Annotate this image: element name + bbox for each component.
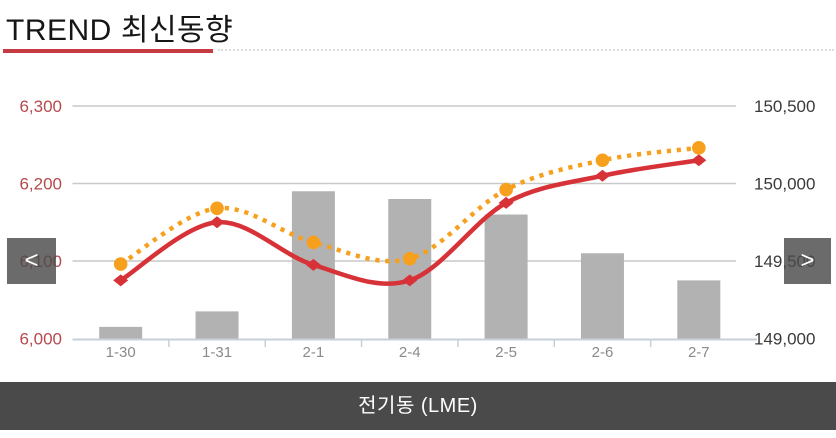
left-axis-label: 6,200 <box>19 175 62 194</box>
x-axis-label: 2-4 <box>399 344 421 361</box>
left-axis-label: 6,000 <box>19 330 62 349</box>
circle-marker <box>306 235 321 250</box>
prev-button[interactable]: < <box>7 238 56 284</box>
bar <box>580 253 624 339</box>
left-axis-label: 6,300 <box>19 97 62 116</box>
diamond-marker <box>594 169 610 182</box>
circle-marker <box>499 182 513 197</box>
circle-marker <box>113 257 128 271</box>
title-dotted-divider <box>218 49 834 51</box>
right-axis-label: 149,000 <box>754 330 815 349</box>
next-button[interactable]: > <box>784 238 831 284</box>
instrument-tab-label: 전기동 (LME) <box>358 395 478 417</box>
diamond-marker <box>305 258 321 271</box>
circle-marker <box>692 141 706 155</box>
bar <box>484 214 528 339</box>
page-title-sub: 최신동향 <box>120 14 234 47</box>
right-axis-label: 150,000 <box>754 175 815 194</box>
diamond-marker <box>402 274 418 287</box>
page-title: TREND 최신동향 <box>6 5 233 49</box>
chevron-left-icon: < <box>24 247 39 274</box>
bar <box>99 326 143 339</box>
circle-marker <box>210 201 224 216</box>
diamond-marker <box>498 196 514 209</box>
chevron-right-icon: > <box>800 247 815 274</box>
x-axis-label: 2-6 <box>592 344 614 361</box>
x-axis-label: 1-30 <box>106 344 136 361</box>
x-axis-label: 2-1 <box>303 344 325 361</box>
bar <box>388 199 432 339</box>
right-axis-label: 150,500 <box>754 97 815 116</box>
x-axis-label: 2-5 <box>495 344 517 361</box>
bar <box>195 311 239 339</box>
page-title-main: TREND <box>6 14 112 47</box>
diamond-marker <box>209 216 225 229</box>
title-accent-underline <box>3 49 213 53</box>
instrument-tab[interactable]: 전기동 (LME) <box>0 382 836 430</box>
x-axis-label: 2-7 <box>688 344 710 361</box>
bar <box>677 280 721 339</box>
diamond-marker <box>691 154 707 167</box>
circle-marker <box>595 153 610 168</box>
x-axis-label: 1-31 <box>202 344 232 361</box>
diamond-marker <box>113 274 129 287</box>
circle-marker <box>402 251 417 266</box>
